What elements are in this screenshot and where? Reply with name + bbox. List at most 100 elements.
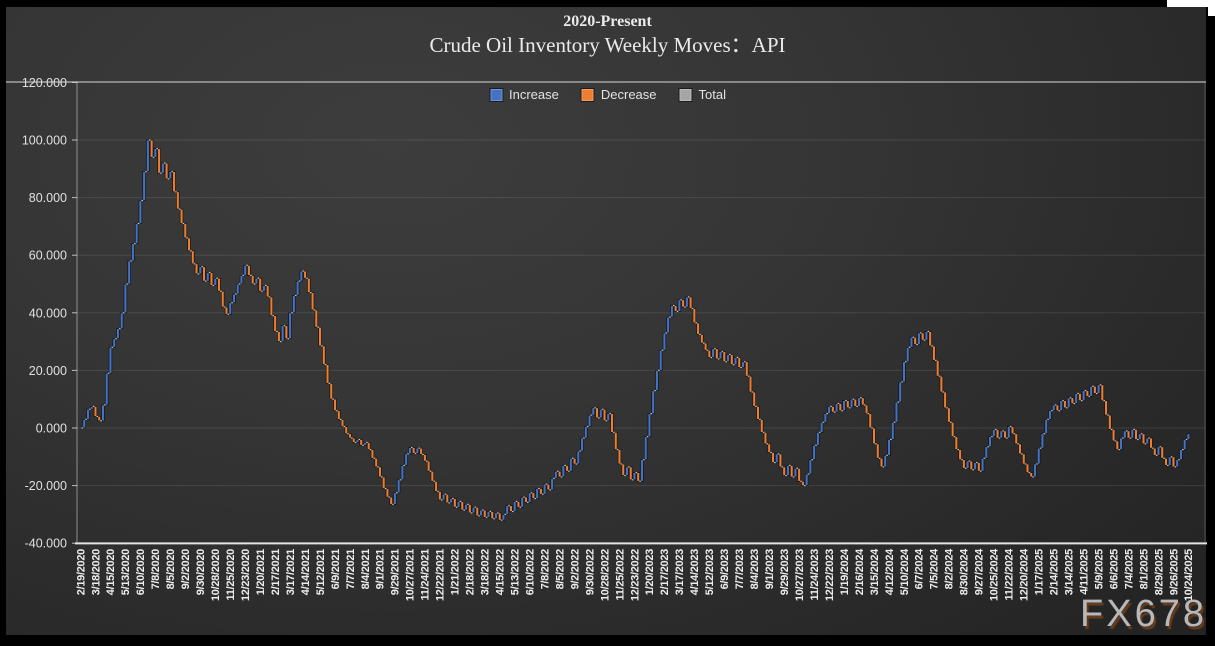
svg-text:10/27/2023: 10/27/2023	[794, 549, 806, 601]
svg-text:12/23/2020: 12/23/2020	[240, 549, 252, 601]
svg-text:6/10/2022: 6/10/2022	[525, 549, 537, 595]
chart-title-line1: 2020-Present	[563, 13, 652, 30]
svg-text:3/18/2020: 3/18/2020	[90, 549, 102, 595]
svg-text:9/30/2022: 9/30/2022	[584, 549, 596, 595]
svg-text:0.000: 0.000	[36, 422, 67, 436]
svg-text:2/18/2022: 2/18/2022	[465, 549, 477, 595]
svg-text:8/4/2021: 8/4/2021	[360, 549, 372, 590]
increase-swatch-icon	[489, 87, 504, 102]
svg-text:10/24/2025: 10/24/2025	[1183, 549, 1195, 601]
svg-text:5/9/2025: 5/9/2025	[1093, 549, 1105, 590]
watermark-fx678: FX678	[1080, 593, 1207, 635]
svg-text:7/7/2021: 7/7/2021	[345, 549, 357, 590]
svg-text:120.000: 120.000	[22, 76, 67, 90]
waterfall-bars	[82, 139, 1191, 521]
svg-text:8/29/2025: 8/29/2025	[1153, 549, 1165, 595]
svg-text:3/17/2023: 3/17/2023	[674, 549, 686, 595]
svg-text:11/25/2020: 11/25/2020	[225, 549, 237, 601]
svg-text:8/5/2020: 8/5/2020	[165, 549, 177, 590]
svg-text:80.000: 80.000	[29, 191, 67, 205]
svg-text:7/8/2022: 7/8/2022	[539, 549, 551, 590]
gridlines-and-axes	[6, 81, 1207, 545]
chart-title: 2020-Present Crude Oil Inventory Weekly …	[0, 12, 1215, 58]
svg-text:6/10/2020: 6/10/2020	[135, 549, 147, 595]
svg-text:6/9/2021: 6/9/2021	[330, 549, 342, 590]
chart-background	[6, 7, 1206, 635]
svg-text:4/11/2025: 4/11/2025	[1078, 549, 1090, 595]
svg-text:5/12/2021: 5/12/2021	[315, 549, 327, 595]
svg-text:6/7/2024: 6/7/2024	[914, 548, 926, 590]
svg-text:7/7/2023: 7/7/2023	[734, 549, 746, 590]
svg-text:2/16/2024: 2/16/2024	[854, 548, 866, 595]
waterfall-connectors	[81, 139, 1188, 521]
svg-text:10/27/2021: 10/27/2021	[405, 549, 417, 601]
svg-text:9/27/2024: 9/27/2024	[974, 548, 986, 595]
svg-text:6/9/2023: 6/9/2023	[719, 549, 731, 590]
y-axis-tick-labels: 120.000 100.000 80.000 60.000 40.000 20.000 0.…	[22, 76, 67, 551]
legend-item-decrease: Decrease	[580, 87, 657, 102]
svg-text:3/18/2022: 3/18/2022	[480, 549, 492, 595]
svg-text:60.000: 60.000	[29, 249, 67, 263]
svg-text:11/25/2022: 11/25/2022	[614, 549, 626, 601]
svg-text:9/26/2025: 9/26/2025	[1168, 549, 1180, 595]
svg-text:4/15/2020: 4/15/2020	[105, 549, 117, 595]
svg-text:8/1/2025: 8/1/2025	[1138, 549, 1150, 590]
svg-text:3/17/2021: 3/17/2021	[285, 549, 297, 595]
legend-item-increase: Increase	[489, 87, 559, 102]
svg-text:2/17/2021: 2/17/2021	[270, 549, 282, 595]
svg-text:8/30/2024: 8/30/2024	[959, 548, 971, 595]
svg-text:12/22/2023: 12/22/2023	[824, 549, 836, 601]
svg-text:6/6/2025: 6/6/2025	[1108, 549, 1120, 590]
svg-text:3/14/2025: 3/14/2025	[1064, 549, 1076, 595]
svg-text:5/12/2023: 5/12/2023	[704, 549, 716, 595]
svg-text:12/20/2024: 12/20/2024	[1019, 548, 1031, 601]
legend-label-increase: Increase	[509, 87, 559, 102]
svg-text:9/29/2021: 9/29/2021	[390, 549, 402, 595]
svg-text:100.000: 100.000	[22, 134, 67, 148]
svg-text:5/10/2024: 5/10/2024	[899, 548, 911, 595]
svg-text:8/5/2022: 8/5/2022	[554, 549, 566, 590]
svg-text:3/15/2024: 3/15/2024	[869, 548, 881, 595]
svg-text:1/20/2021: 1/20/2021	[255, 549, 267, 595]
svg-text:8/4/2023: 8/4/2023	[749, 549, 761, 590]
svg-text:11/24/2023: 11/24/2023	[809, 549, 821, 601]
svg-text:1/19/2024: 1/19/2024	[839, 548, 851, 595]
svg-text:12/23/2022: 12/23/2022	[629, 549, 641, 601]
chart-title-line2: Crude Oil Inventory Weekly Moves：API	[429, 33, 786, 57]
svg-text:4/12/2024: 4/12/2024	[884, 548, 896, 595]
svg-text:7/8/2020: 7/8/2020	[150, 549, 162, 590]
svg-text:2/14/2025: 2/14/2025	[1049, 549, 1061, 595]
legend-item-total: Total	[678, 87, 726, 102]
svg-text:-40.000: -40.000	[25, 537, 67, 551]
svg-text:7/5/2024: 7/5/2024	[929, 548, 941, 590]
svg-text:9/29/2023: 9/29/2023	[779, 549, 791, 595]
page-corner-white-strip	[1167, 0, 1215, 7]
svg-text:40.000: 40.000	[29, 306, 67, 320]
svg-text:2/19/2020: 2/19/2020	[75, 549, 87, 595]
x-axis-tick-labels: 2/19/2020 3/18/2020 4/15/2020 5/13/2020 6/10…	[75, 548, 1195, 601]
legend-label-decrease: Decrease	[600, 87, 657, 102]
svg-text:2/17/2023: 2/17/2023	[659, 549, 671, 595]
svg-text:8/2/2024: 8/2/2024	[944, 548, 956, 590]
svg-text:9/30/2020: 9/30/2020	[195, 549, 207, 595]
svg-text:9/1/2023: 9/1/2023	[764, 549, 776, 590]
svg-text:-20.000: -20.000	[25, 479, 67, 493]
decrease-swatch-icon	[580, 87, 595, 102]
svg-text:20.000: 20.000	[29, 364, 67, 378]
svg-text:5/13/2020: 5/13/2020	[120, 549, 132, 595]
svg-text:10/25/2024: 10/25/2024	[989, 548, 1001, 601]
svg-text:9/2/2020: 9/2/2020	[180, 549, 192, 590]
legend-label-total: Total	[698, 87, 726, 102]
svg-text:7/4/2025: 7/4/2025	[1123, 549, 1135, 590]
svg-text:11/22/2024: 11/22/2024	[1004, 548, 1016, 601]
page-corner-white-edge	[1208, 0, 1215, 16]
svg-text:1/21/2022: 1/21/2022	[450, 549, 462, 595]
svg-text:5/13/2022: 5/13/2022	[510, 549, 522, 595]
svg-text:10/28/2020: 10/28/2020	[210, 549, 222, 601]
svg-text:11/24/2021: 11/24/2021	[420, 549, 432, 601]
svg-text:4/14/2023: 4/14/2023	[689, 549, 701, 595]
svg-text:1/20/2023: 1/20/2023	[644, 549, 656, 595]
svg-text:12/22/2021: 12/22/2021	[435, 549, 447, 601]
